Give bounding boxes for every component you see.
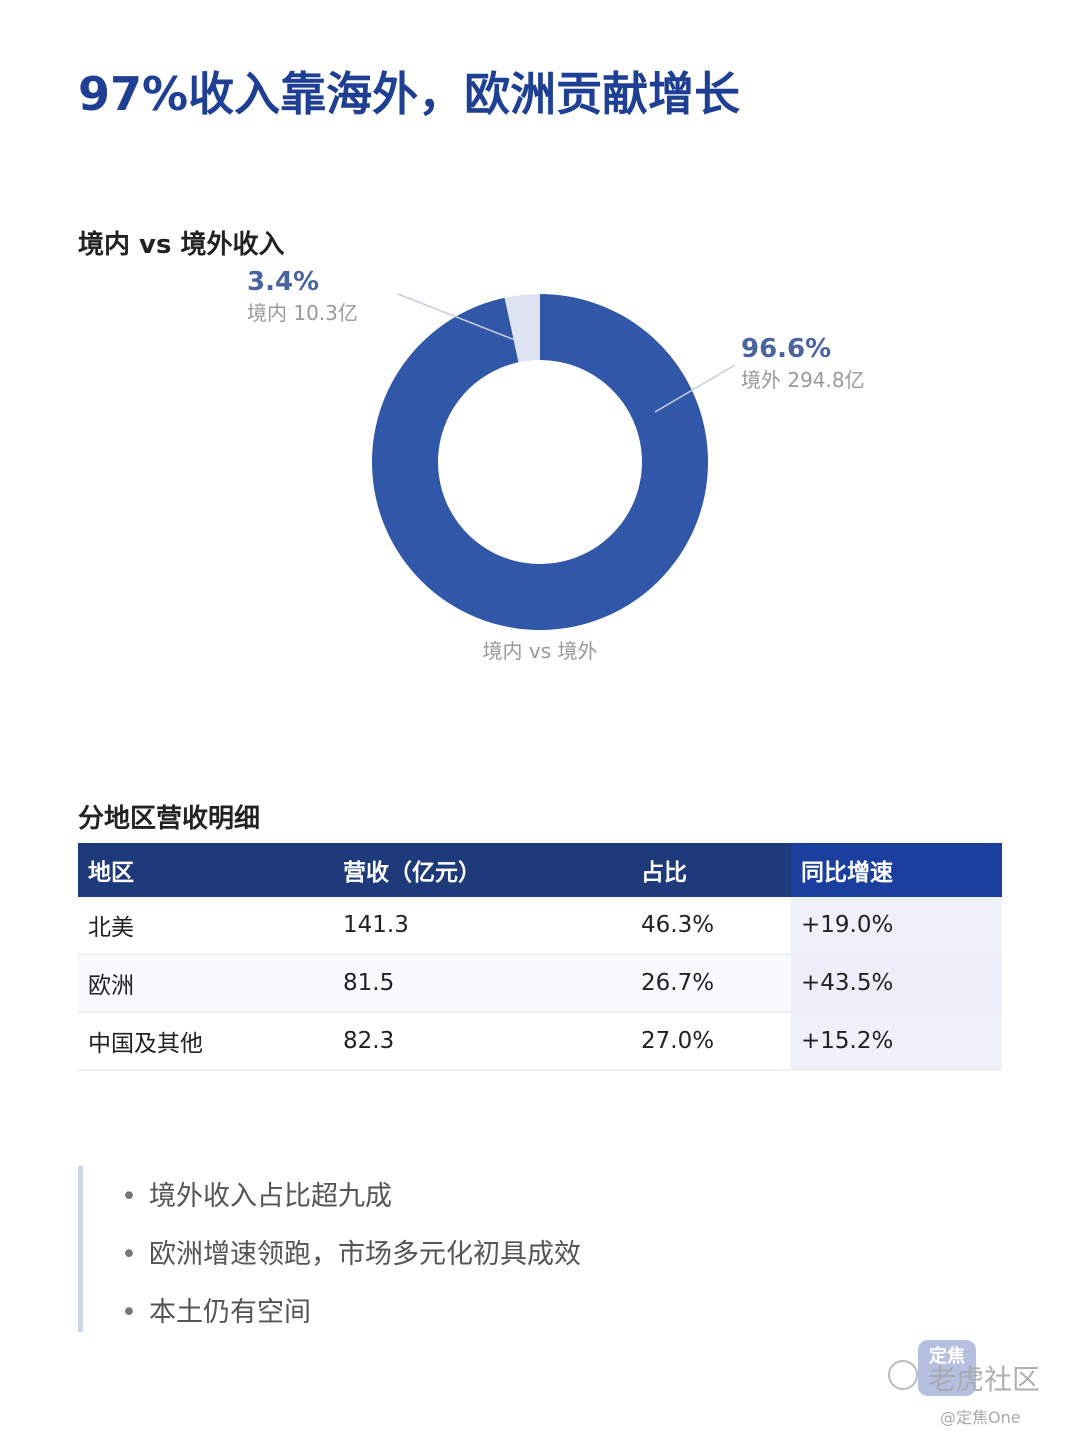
bullet-dot-icon: • — [121, 1239, 137, 1270]
brand-logo: 定焦 — [918, 1340, 976, 1396]
page-title: 97%收入靠海外，欧洲贡献增长 — [78, 67, 741, 121]
cell-revenue: 141.3 — [333, 897, 631, 955]
key-point-item: • 欧洲增速领跑，市场多元化初具成效 — [121, 1239, 581, 1270]
leader-line-overseas — [654, 364, 736, 413]
donut-caption: 境内 vs 境外 — [483, 639, 598, 663]
cell-yoy-growth: +15.2% — [791, 1012, 1002, 1071]
donut-chart: 3.4% 境内 10.3亿 96.6% 境外 294.8亿 境内 vs 境外 — [247, 267, 865, 663]
table-row: 欧洲 81.5 26.7% +43.5% — [78, 954, 1002, 1013]
slice-sublabel-domestic: 境内 10.3亿 — [247, 301, 358, 325]
watermark-name: 老虎社区 — [928, 1363, 1041, 1396]
cell-yoy-growth: +43.5% — [791, 954, 1002, 1013]
bullet-dot-icon: • — [121, 1181, 137, 1212]
community-icon — [888, 1360, 918, 1390]
slice-percent-domestic: 3.4% — [247, 267, 319, 297]
cell-revenue: 82.3 — [333, 1012, 631, 1071]
table-row: 北美 141.3 46.3% +19.0% — [78, 897, 1002, 955]
cell-region: 中国及其他 — [78, 1012, 333, 1071]
bullet-dot-icon: • — [121, 1297, 137, 1328]
key-point-item: • 境外收入占比超九成 — [121, 1181, 392, 1212]
donut-slice-domestic — [504, 294, 540, 363]
slice-percent-overseas: 96.6% — [741, 334, 831, 364]
leader-line-domestic — [397, 293, 516, 341]
donut-slices — [372, 294, 708, 630]
cell-region: 北美 — [78, 897, 333, 955]
cell-share: 46.3% — [631, 897, 791, 955]
donut-slice-overseas — [372, 294, 708, 630]
cell-share: 27.0% — [631, 1012, 791, 1071]
cell-region: 欧洲 — [78, 954, 333, 1013]
cell-yoy-growth: +19.0% — [791, 897, 1002, 955]
region-revenue-table: 地区 营收（亿元） 占比 同比增速 北美 141.3 46.3% +19.0% … — [78, 843, 1002, 1071]
cell-revenue: 81.5 — [333, 954, 631, 1013]
table-section-title: 分地区营收明细 — [78, 804, 261, 834]
header-yoy-growth: 同比增速 — [791, 843, 1002, 897]
table-row: 中国及其他 82.3 27.0% +15.2% — [78, 1012, 1002, 1071]
header-share: 占比 — [631, 843, 791, 897]
watermark: 定焦 老虎社区 @定焦One — [888, 1340, 1058, 1430]
donut-section-title: 境内 vs 境外收入 — [78, 230, 285, 260]
table-header-row: 地区 营收（亿元） 占比 同比增速 — [78, 843, 1002, 897]
cell-share: 26.7% — [631, 954, 791, 1013]
watermark-handle: @定焦One — [940, 1408, 1021, 1427]
slice-sublabel-overseas: 境外 294.8亿 — [741, 368, 865, 392]
key-points: • 境外收入占比超九成 • 欧洲增速领跑，市场多元化初具成效 • 本土仍有空间 — [78, 1166, 783, 1332]
key-point-item: • 本土仍有空间 — [121, 1297, 311, 1328]
header-revenue: 营收（亿元） — [333, 843, 631, 897]
header-region: 地区 — [78, 843, 333, 897]
